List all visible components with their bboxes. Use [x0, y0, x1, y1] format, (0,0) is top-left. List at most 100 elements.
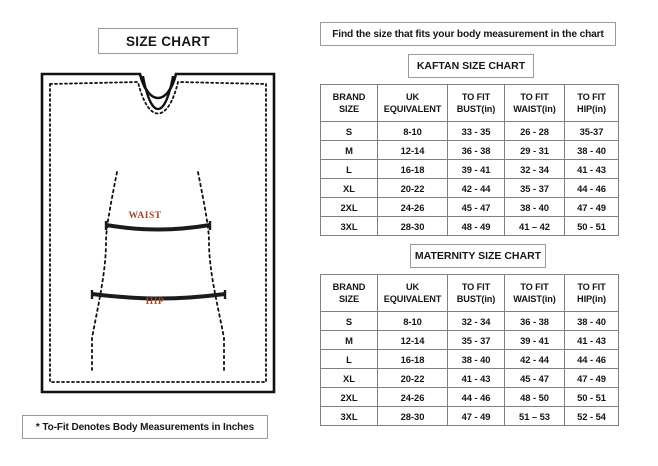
page-title: SIZE CHART [98, 28, 238, 54]
garment-svg [40, 72, 276, 394]
cell-bust: 35 - 37 [447, 330, 505, 350]
table-row: L 16-18 38 - 40 42 - 44 44 - 46 [320, 349, 619, 369]
cell-brand-size: L [320, 349, 378, 369]
neckline-inner-curve [141, 75, 175, 110]
cell-bust: 42 - 44 [447, 178, 505, 198]
cell-brand-size: XL [320, 178, 378, 198]
cell-uk-equivalent: 28-30 [377, 406, 448, 426]
table-row: 3XL 28-30 48 - 49 41 – 42 50 - 51 [320, 216, 619, 236]
cell-hip: 38 - 40 [564, 311, 619, 331]
waist-measure-label: WAIST [128, 211, 162, 221]
header-line-1: TO FIT [461, 91, 491, 102]
cell-bust: 48 - 49 [447, 216, 505, 236]
cell-brand-size: M [320, 140, 378, 160]
cell-waist: 42 - 44 [504, 349, 565, 369]
cell-uk-equivalent: 28-30 [377, 216, 448, 236]
cell-uk-equivalent: 24-26 [377, 197, 448, 217]
cell-waist: 45 - 47 [504, 368, 565, 388]
cell-uk-equivalent: 12-14 [377, 140, 448, 160]
cell-hip: 38 - 40 [564, 140, 619, 160]
header-line-1: BRAND [332, 91, 366, 102]
table-header-row: BRAND SIZE UK EQUIVALENT TO FIT BUST(in)… [320, 84, 619, 122]
garment-outline [40, 72, 276, 394]
column-header-hip: TO FIT HIP(in) [564, 84, 619, 122]
header-line-2: EQUIVALENT [383, 104, 442, 114]
cell-uk-equivalent: 16-18 [377, 159, 448, 179]
header-line-2: SIZE [338, 294, 360, 304]
column-header-waist: TO FIT WAIST(in) [504, 274, 565, 312]
kaftan-size-table: BRAND SIZE UK EQUIVALENT TO FIT BUST(in)… [320, 84, 619, 236]
cell-waist: 38 - 40 [504, 197, 565, 217]
cell-bust: 32 - 34 [447, 311, 505, 331]
table-row: L 16-18 39 - 41 32 - 34 41 - 43 [320, 159, 619, 179]
cell-uk-equivalent: 12-14 [377, 330, 448, 350]
cell-hip: 47 - 49 [564, 368, 619, 388]
column-header-uk-equivalent: UK EQUIVALENT [377, 84, 448, 122]
hip-measure-label: HIP [145, 297, 165, 307]
header-line-2: HIP(in) [577, 294, 606, 304]
left-panel: SIZE CHART WAIST HIP * To-Fit Deno [0, 0, 310, 466]
header-line-2: WAIST(in) [513, 104, 556, 114]
column-header-bust: TO FIT BUST(in) [447, 84, 505, 122]
cell-hip: 52 - 54 [564, 406, 619, 426]
column-header-bust: TO FIT BUST(in) [447, 274, 505, 312]
cell-hip: 50 - 51 [564, 387, 619, 407]
footnote: * To-Fit Denotes Body Measurements in In… [22, 415, 268, 439]
cell-brand-size: S [320, 311, 378, 331]
header-line-2: HIP(in) [577, 104, 606, 114]
table-row: S 8-10 33 - 35 26 - 28 35-37 [320, 121, 619, 141]
table-row: XL 20-22 41 - 43 45 - 47 47 - 49 [320, 368, 619, 388]
cell-uk-equivalent: 8-10 [377, 311, 448, 331]
header-line-2: EQUIVALENT [383, 294, 442, 304]
cell-waist: 51 – 53 [504, 406, 565, 426]
cell-uk-equivalent: 8-10 [377, 121, 448, 141]
column-header-brand-size: BRAND SIZE [320, 84, 378, 122]
header-line-2: WAIST(in) [513, 294, 556, 304]
cell-waist: 29 - 31 [504, 140, 565, 160]
cell-brand-size: L [320, 159, 378, 179]
cell-waist: 39 - 41 [504, 330, 565, 350]
cell-hip: 47 - 49 [564, 197, 619, 217]
cell-hip: 44 - 46 [564, 349, 619, 369]
cell-hip: 41 - 43 [564, 330, 619, 350]
header-line-1: UK [405, 281, 420, 292]
cell-bust: 33 - 35 [447, 121, 505, 141]
maternity-table-title: MATERNITY SIZE CHART [410, 244, 546, 268]
body-silhouette-left [91, 171, 118, 371]
header-line-1: TO FIT [461, 281, 491, 292]
header-line-1: UK [405, 91, 420, 102]
header-line-1: TO FIT [577, 281, 606, 292]
cell-bust: 41 - 43 [447, 368, 505, 388]
header-line-1: BRAND [332, 281, 366, 292]
instruction-banner: Find the size that fits your body measur… [320, 22, 616, 46]
cell-uk-equivalent: 20-22 [377, 368, 448, 388]
cell-waist: 48 - 50 [504, 387, 565, 407]
table-row: XL 20-22 42 - 44 35 - 37 44 - 46 [320, 178, 619, 198]
cell-bust: 36 - 38 [447, 140, 505, 160]
cell-bust: 38 - 40 [447, 349, 505, 369]
hip-measure-bar [91, 292, 226, 301]
header-line-2: BUST(in) [456, 104, 496, 114]
table-row: M 12-14 36 - 38 29 - 31 38 - 40 [320, 140, 619, 160]
cell-hip: 50 - 51 [564, 216, 619, 236]
cell-uk-equivalent: 24-26 [377, 387, 448, 407]
cell-waist: 41 – 42 [504, 216, 565, 236]
cell-hip: 44 - 46 [564, 178, 619, 198]
header-line-2: BUST(in) [456, 294, 496, 304]
cell-waist: 35 - 37 [504, 178, 565, 198]
cell-brand-size: M [320, 330, 378, 350]
neckline-stitch-dotted [49, 81, 267, 115]
table-row: 2XL 24-26 45 - 47 38 - 40 47 - 49 [320, 197, 619, 217]
cell-uk-equivalent: 16-18 [377, 349, 448, 369]
header-line-1: TO FIT [520, 91, 549, 102]
body-silhouette-right [197, 171, 225, 371]
maternity-size-table: BRAND SIZE UK EQUIVALENT TO FIT BUST(in)… [320, 274, 619, 426]
header-line-1: TO FIT [520, 281, 549, 292]
table-row: 3XL 28-30 47 - 49 51 – 53 52 - 54 [320, 406, 619, 426]
cell-waist: 32 - 34 [504, 159, 565, 179]
table-row: 2XL 24-26 44 - 46 48 - 50 50 - 51 [320, 387, 619, 407]
waist-measure-bar [105, 223, 211, 232]
cell-brand-size: 2XL [320, 197, 378, 217]
cell-uk-equivalent: 20-22 [377, 178, 448, 198]
column-header-uk-equivalent: UK EQUIVALENT [377, 274, 448, 312]
